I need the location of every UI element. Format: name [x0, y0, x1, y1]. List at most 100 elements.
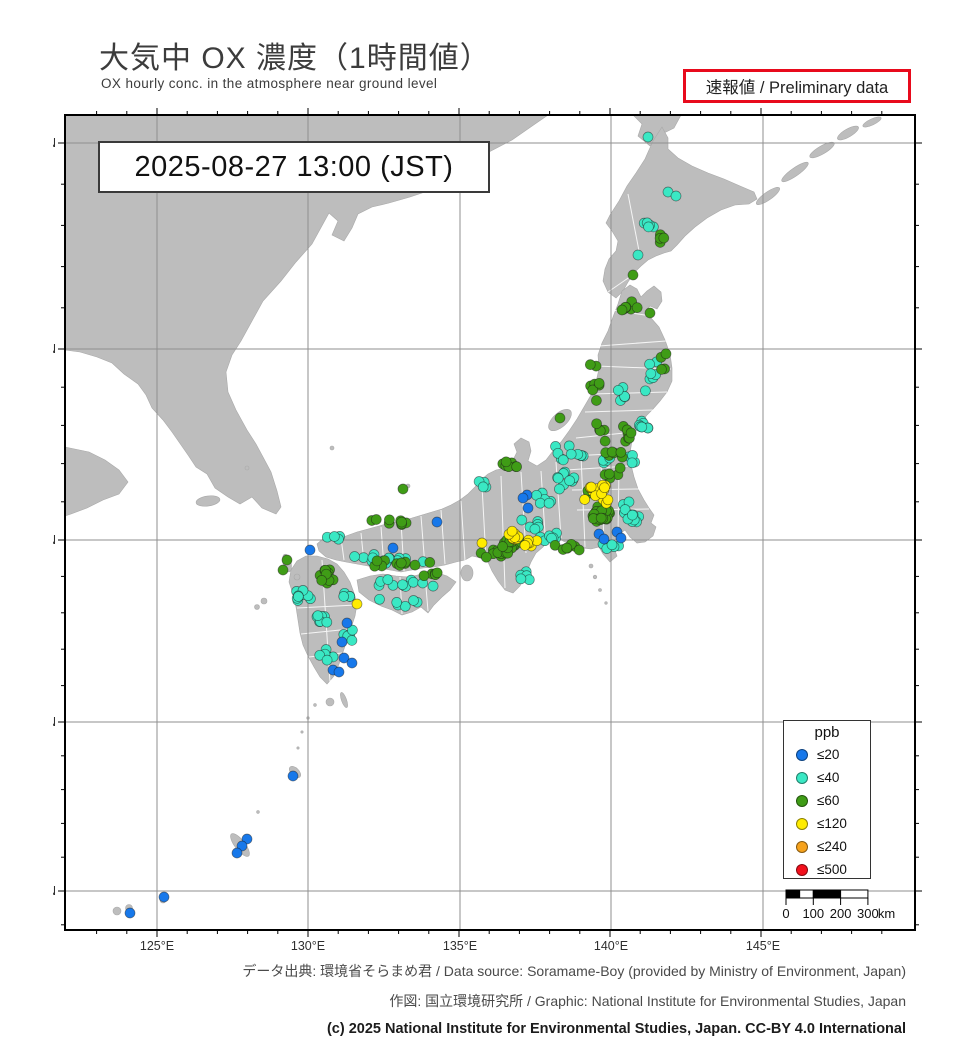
legend-color-dot	[796, 840, 808, 853]
scale-bar-unit: km	[878, 906, 895, 921]
legend-row: ≤20	[784, 743, 870, 766]
station-dot	[349, 551, 360, 562]
legend-label: ≤60	[817, 793, 840, 808]
lat-axis-label: 30°N	[53, 715, 56, 729]
japan-ox-map: 45°N 40°N 35°N 30°N 25°N 125°E 130°E 135°E 140°E…	[28, 108, 922, 953]
landmass-continent	[64, 114, 549, 515]
station-dot	[370, 514, 382, 525]
station-dot	[616, 304, 628, 316]
lon-axis-label: 125°E	[140, 939, 174, 953]
legend-color-dot	[796, 863, 808, 876]
station-dot	[595, 512, 607, 524]
map-panel: 45°N 40°N 35°N 30°N 25°N 125°E 130°E 135°E 140°E…	[28, 103, 927, 959]
station-dot	[579, 494, 591, 505]
footer-data-source: データ出典: 環境省そらまめ君 / Data source: Soramame-…	[242, 963, 906, 979]
legend-label: ≤500	[817, 862, 847, 877]
station-dot	[606, 539, 618, 551]
station-dot	[231, 847, 243, 859]
station-dot	[395, 557, 407, 569]
station-dot	[615, 532, 627, 544]
station-dot	[408, 595, 419, 606]
legend-row: ≤500	[784, 858, 870, 881]
station-dot	[632, 249, 644, 261]
station-dot	[338, 652, 350, 664]
station-dot	[603, 468, 615, 480]
scale-bar: 0 100 200 300 km	[779, 884, 924, 924]
station-dot	[636, 421, 648, 433]
station-dot	[384, 514, 395, 526]
station-dot	[124, 907, 136, 919]
legend-color-dot	[796, 748, 808, 761]
legend-title: ppb	[814, 724, 840, 741]
station-dot	[500, 456, 512, 468]
station-dot	[312, 610, 324, 621]
scale-bar-segment	[840, 889, 869, 899]
station-dot	[374, 593, 385, 605]
footer-copyright: (c) 2025 National Institute for Environm…	[326, 1021, 906, 1037]
scale-bar-graphic: 0 100 200 300 km	[782, 889, 895, 921]
station-dot	[614, 462, 626, 474]
station-dot	[506, 525, 518, 537]
station-dot	[333, 666, 345, 678]
scale-bar-label: 200	[830, 906, 852, 921]
legend-label: ≤20	[817, 747, 840, 762]
legend-rows: ≤20 ≤40 ≤60 ≤120 ≤240 ≤500	[784, 743, 870, 881]
station-dot	[477, 481, 489, 493]
station-dot	[346, 635, 358, 646]
legend-color-dot	[796, 817, 808, 830]
scale-bar-label: 100	[802, 906, 824, 921]
station-dot	[656, 364, 667, 375]
station-dot	[552, 472, 564, 484]
station-dot	[431, 516, 443, 528]
station-dot	[515, 573, 527, 585]
station-dot	[418, 570, 430, 582]
station-dot	[517, 492, 529, 504]
station-dot	[338, 591, 350, 602]
station-dot	[346, 657, 358, 669]
scale-bar-label: 300	[857, 906, 879, 921]
station-dot	[615, 446, 627, 458]
legend-label: ≤40	[817, 770, 840, 785]
scale-bar-segment	[799, 889, 814, 899]
station-dot	[631, 302, 643, 313]
station-dot	[424, 557, 436, 568]
station-dots	[124, 131, 682, 919]
station-dot	[516, 514, 528, 526]
legend-row: ≤60	[784, 789, 870, 812]
station-dot	[519, 540, 531, 551]
map-frame	[64, 114, 916, 931]
lat-axis-label: 35°N	[53, 533, 56, 547]
station-dot	[593, 377, 605, 389]
lat-axis-label: 25°N	[53, 884, 56, 898]
station-dot	[573, 544, 585, 556]
grid-lines	[65, 115, 915, 930]
station-dot	[397, 579, 408, 591]
station-dot	[511, 461, 522, 473]
station-dot	[557, 454, 569, 466]
lon-axis-label: 145°E	[746, 939, 780, 953]
station-dot	[658, 232, 670, 244]
legend-row: ≤40	[784, 766, 870, 789]
station-dot	[158, 891, 170, 903]
station-dot	[591, 395, 602, 406]
station-dot	[584, 359, 596, 370]
station-dot	[409, 559, 421, 571]
station-dot	[543, 497, 555, 509]
station-dot	[627, 509, 638, 521]
legend-label: ≤120	[817, 816, 847, 831]
station-dot	[371, 555, 383, 567]
station-dot	[644, 358, 655, 370]
landmass-shandong	[64, 446, 129, 517]
preliminary-data-label: 速報値 / Preliminary data	[705, 79, 889, 97]
station-dot	[277, 564, 289, 576]
station-dot	[670, 190, 682, 202]
station-dot	[599, 482, 610, 494]
station-dot	[431, 567, 443, 579]
lat-axis-label: 45°N	[53, 136, 56, 150]
station-dot	[643, 221, 654, 233]
station-dot	[314, 649, 326, 661]
station-dot	[561, 542, 573, 554]
lon-axis-label: 135°E	[443, 939, 477, 953]
station-dot	[598, 533, 610, 545]
